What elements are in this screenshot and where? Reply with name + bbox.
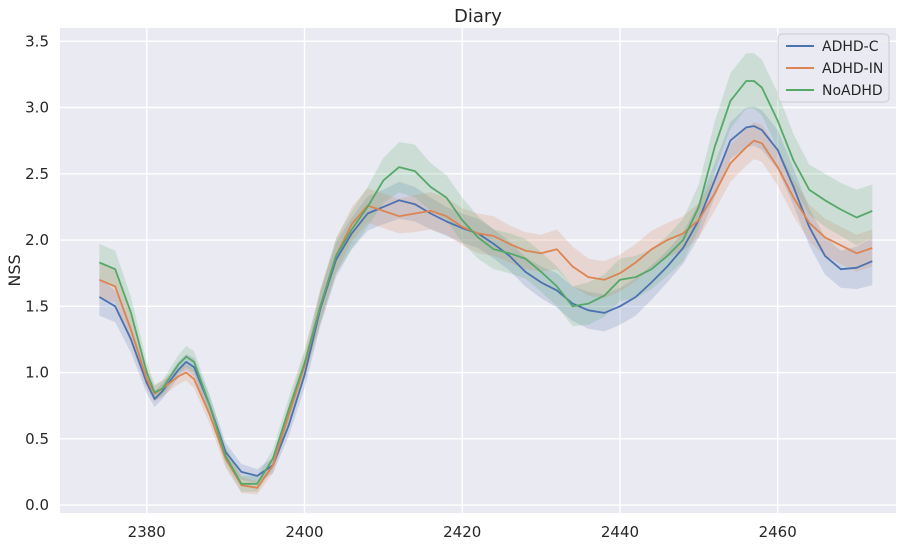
- chart-title: Diary: [454, 6, 502, 27]
- series-lines: [98, 80, 873, 489]
- x-tick-label: 2420: [443, 523, 481, 541]
- legend-box: [777, 33, 890, 103]
- legend-label: ADHD-C: [822, 39, 879, 55]
- y-tick-label: 2.0: [25, 231, 49, 249]
- y-tick-label: 1.5: [25, 297, 49, 315]
- y-tick-label: 1.0: [25, 364, 49, 382]
- line-noadhd: [99, 80, 873, 485]
- legend-label: ADHD-IN: [822, 61, 883, 77]
- y-tick-label: 3.5: [25, 32, 49, 50]
- x-tick-label: 2440: [601, 523, 639, 541]
- x-tick-label: 2460: [759, 523, 797, 541]
- y-tick-labels: 0.0 0.5 1.0 1.5 2.0 2.5 3.0 3.5: [25, 32, 49, 514]
- y-tick-label: 2.5: [25, 165, 49, 183]
- y-tick-label: 0.5: [25, 430, 49, 448]
- plot-area: [60, 28, 896, 513]
- x-tick-label: 2400: [285, 523, 323, 541]
- y-tick-label: 0.0: [25, 496, 49, 514]
- y-axis-label: NSS: [5, 254, 24, 286]
- line-adhd-in: [99, 139, 873, 489]
- x-tick-labels: 2380 2400 2420 2440 2460: [128, 523, 797, 541]
- gridlines: [60, 28, 896, 513]
- x-tick-label: 2380: [128, 523, 166, 541]
- y-tick-label: 3.0: [25, 99, 49, 117]
- legend-label: NoADHD: [822, 83, 883, 99]
- legend: ADHD-C ADHD-IN NoADHD: [777, 33, 890, 103]
